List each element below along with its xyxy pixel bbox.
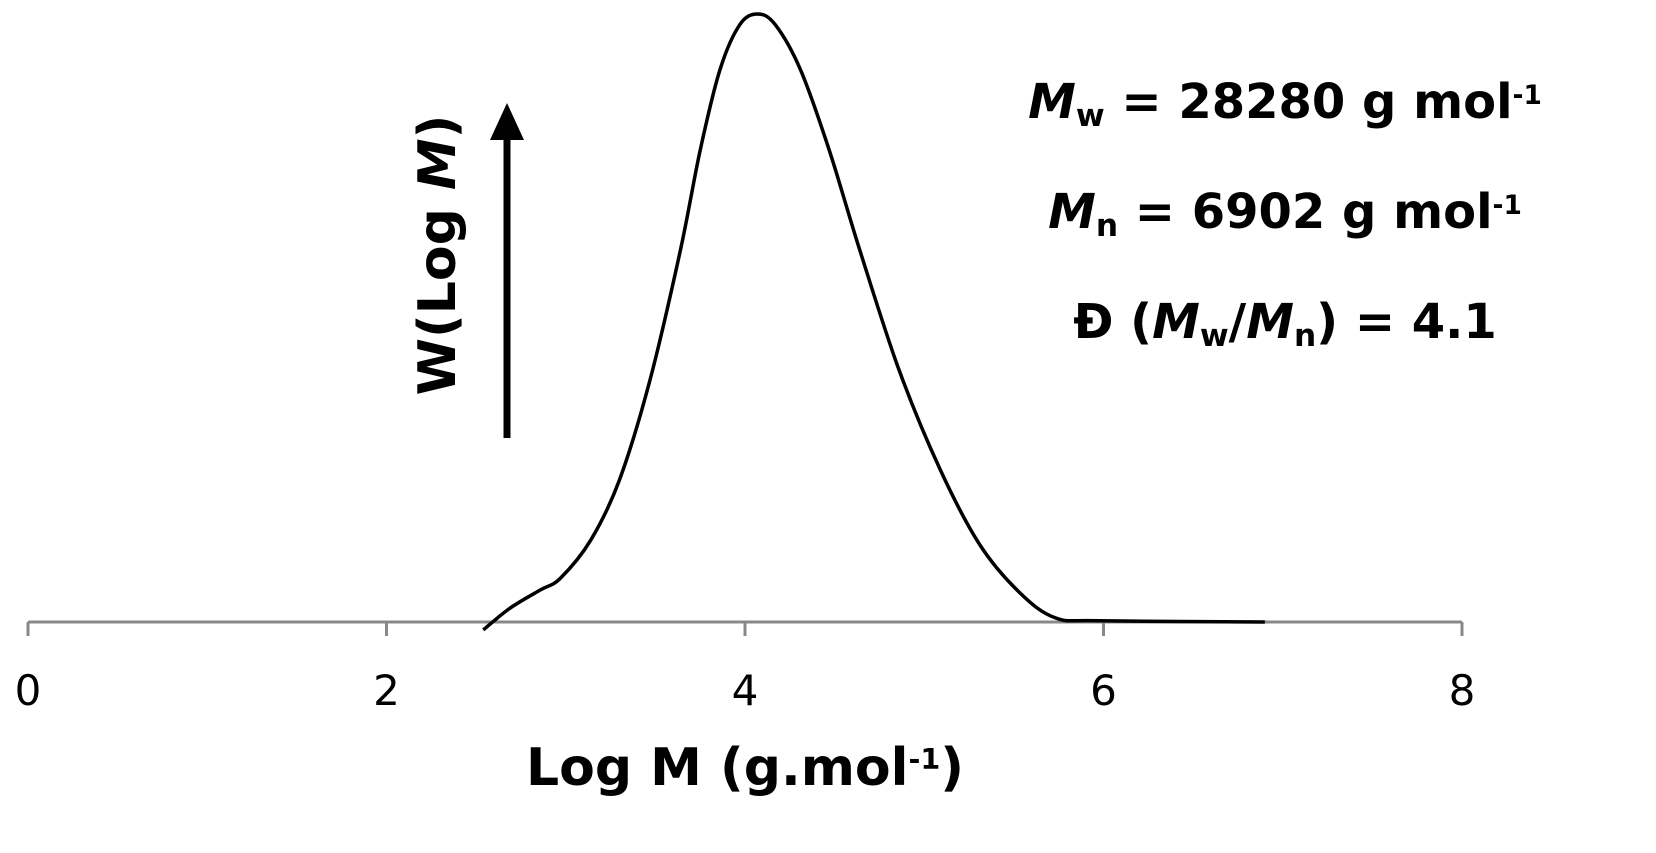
text-part: / [1229, 294, 1247, 350]
text-part: Đ ( [1073, 294, 1152, 350]
text-part: n [1294, 318, 1316, 354]
text-part: M [408, 138, 468, 190]
text-part: n [1096, 208, 1118, 244]
text-part: ) = 4.1 [1316, 294, 1497, 350]
annotation: Đ (Mw/Mn) = 4.1 [1073, 294, 1497, 354]
x-tick-label: 2 [373, 666, 400, 715]
text-part: ) [408, 115, 468, 139]
text-part: = 6902 g mol [1118, 184, 1492, 240]
x-tick-label: 0 [15, 666, 42, 715]
x-tick-label: 6 [1090, 666, 1117, 715]
text-part: M [1152, 294, 1200, 350]
text-part: ) [940, 738, 964, 798]
y-axis-label: W(Log M) [408, 115, 468, 396]
distribution-curve [482, 12, 1265, 632]
text-part: -1 [908, 742, 940, 776]
text-part: -1 [1513, 80, 1542, 111]
text-part: M [1048, 184, 1096, 240]
text-part: -1 [1493, 190, 1522, 221]
text-part: W(Log [408, 190, 468, 395]
annotation: Mn = 6902 g mol-1 [1048, 184, 1522, 244]
x-axis-label: Log M (g.mol-1) [526, 738, 964, 798]
text-part: w [1200, 318, 1229, 354]
x-tick-label: 4 [732, 666, 759, 715]
x-tick-label: 8 [1449, 666, 1476, 715]
y-arrow-head [490, 103, 524, 140]
text-part: w [1076, 98, 1105, 134]
annotation: Mw = 28280 g mol-1 [1028, 74, 1542, 134]
text-part: M [1246, 294, 1294, 350]
text-part: M [1028, 74, 1076, 130]
text-part: = 28280 g mol [1105, 74, 1513, 130]
text-part: Log M (g.mol [526, 738, 909, 798]
